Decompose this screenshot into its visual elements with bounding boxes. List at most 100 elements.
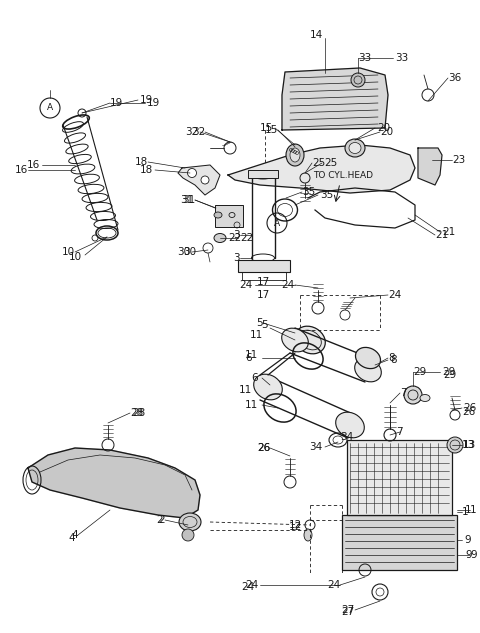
Text: 35: 35 (320, 190, 333, 200)
Text: 33: 33 (395, 53, 408, 63)
Text: 21: 21 (435, 230, 448, 240)
Ellipse shape (355, 358, 381, 382)
Text: 4: 4 (68, 533, 75, 543)
Text: 6: 6 (245, 353, 252, 363)
Ellipse shape (286, 144, 304, 166)
Text: 2: 2 (158, 515, 165, 525)
Text: 1: 1 (465, 505, 472, 515)
Text: 1: 1 (462, 507, 468, 517)
Text: A: A (47, 104, 53, 113)
Bar (242, 272, 286, 280)
Text: 30: 30 (177, 247, 190, 257)
Text: 20: 20 (377, 123, 390, 133)
Ellipse shape (290, 148, 300, 162)
Text: 1: 1 (470, 505, 477, 515)
Text: 11: 11 (250, 330, 263, 340)
Ellipse shape (214, 234, 226, 242)
Ellipse shape (420, 394, 430, 401)
Text: 11: 11 (245, 350, 258, 360)
Ellipse shape (214, 212, 222, 218)
Polygon shape (178, 165, 220, 195)
Text: 24: 24 (327, 580, 340, 590)
Text: 24: 24 (388, 290, 401, 300)
Text: 30: 30 (183, 247, 196, 257)
Text: 31: 31 (182, 195, 195, 205)
Circle shape (201, 176, 209, 184)
Text: 5: 5 (262, 320, 268, 330)
Text: 14: 14 (310, 30, 323, 40)
Text: 3: 3 (233, 253, 240, 263)
Text: 21: 21 (442, 227, 455, 237)
Ellipse shape (345, 139, 365, 157)
Ellipse shape (336, 412, 364, 438)
Circle shape (182, 529, 194, 541)
Text: 12: 12 (289, 520, 302, 530)
Text: 25: 25 (312, 158, 325, 168)
Text: 26: 26 (257, 443, 270, 453)
Text: 24: 24 (240, 280, 253, 290)
Bar (215, 205, 243, 227)
Text: 32: 32 (185, 127, 198, 137)
Text: 15: 15 (265, 125, 278, 135)
Text: 11: 11 (239, 385, 252, 395)
Text: 24: 24 (282, 280, 295, 290)
Polygon shape (282, 68, 388, 130)
Text: 12: 12 (289, 522, 302, 532)
Text: 16: 16 (15, 165, 28, 175)
Text: TO CYL.HEAD: TO CYL.HEAD (313, 170, 373, 180)
Text: 3: 3 (233, 230, 240, 240)
Text: 9: 9 (470, 550, 477, 560)
Text: 18: 18 (140, 165, 153, 175)
Ellipse shape (356, 348, 381, 368)
Text: 34: 34 (309, 442, 322, 452)
Text: 17: 17 (256, 290, 270, 300)
Ellipse shape (179, 513, 201, 531)
Text: 10: 10 (69, 252, 82, 262)
Circle shape (351, 73, 365, 87)
Circle shape (447, 437, 463, 453)
Text: 26: 26 (462, 407, 475, 417)
Ellipse shape (254, 374, 282, 400)
Text: 23: 23 (452, 155, 465, 165)
Polygon shape (228, 145, 415, 193)
Text: 2: 2 (156, 515, 163, 525)
Bar (347, 440, 452, 515)
Circle shape (404, 386, 422, 404)
Text: 33: 33 (358, 53, 371, 63)
Text: 26: 26 (257, 443, 270, 453)
Text: 20: 20 (380, 127, 393, 137)
Text: 13: 13 (463, 440, 476, 450)
Bar (238, 260, 290, 272)
Text: 35: 35 (302, 187, 315, 197)
Ellipse shape (304, 529, 312, 541)
Text: 15: 15 (260, 123, 273, 133)
Ellipse shape (295, 326, 325, 354)
Text: 24: 24 (242, 582, 255, 592)
Text: 8: 8 (388, 353, 395, 363)
Text: 25: 25 (324, 158, 337, 168)
Text: 36: 36 (448, 73, 461, 83)
Text: 13: 13 (462, 440, 475, 450)
Text: 5: 5 (256, 318, 263, 328)
Text: 4: 4 (72, 530, 78, 540)
Text: 29: 29 (413, 367, 426, 377)
Text: 6: 6 (252, 373, 258, 383)
Bar (248, 170, 278, 178)
Text: 26: 26 (463, 403, 476, 413)
Text: 18: 18 (135, 157, 148, 167)
Polygon shape (28, 448, 200, 518)
Text: 34: 34 (340, 432, 353, 442)
Text: 8: 8 (390, 355, 396, 365)
Text: 29: 29 (442, 367, 455, 377)
Text: 9: 9 (464, 535, 470, 545)
Text: A: A (274, 218, 280, 227)
Text: 17: 17 (256, 277, 270, 287)
Bar (342, 515, 457, 570)
Text: 27: 27 (342, 605, 355, 615)
Text: 7: 7 (400, 388, 407, 398)
Text: 28: 28 (130, 408, 143, 418)
Text: 22: 22 (228, 233, 241, 243)
Ellipse shape (282, 328, 308, 352)
Text: 27: 27 (342, 607, 355, 617)
Text: 19: 19 (110, 98, 123, 108)
